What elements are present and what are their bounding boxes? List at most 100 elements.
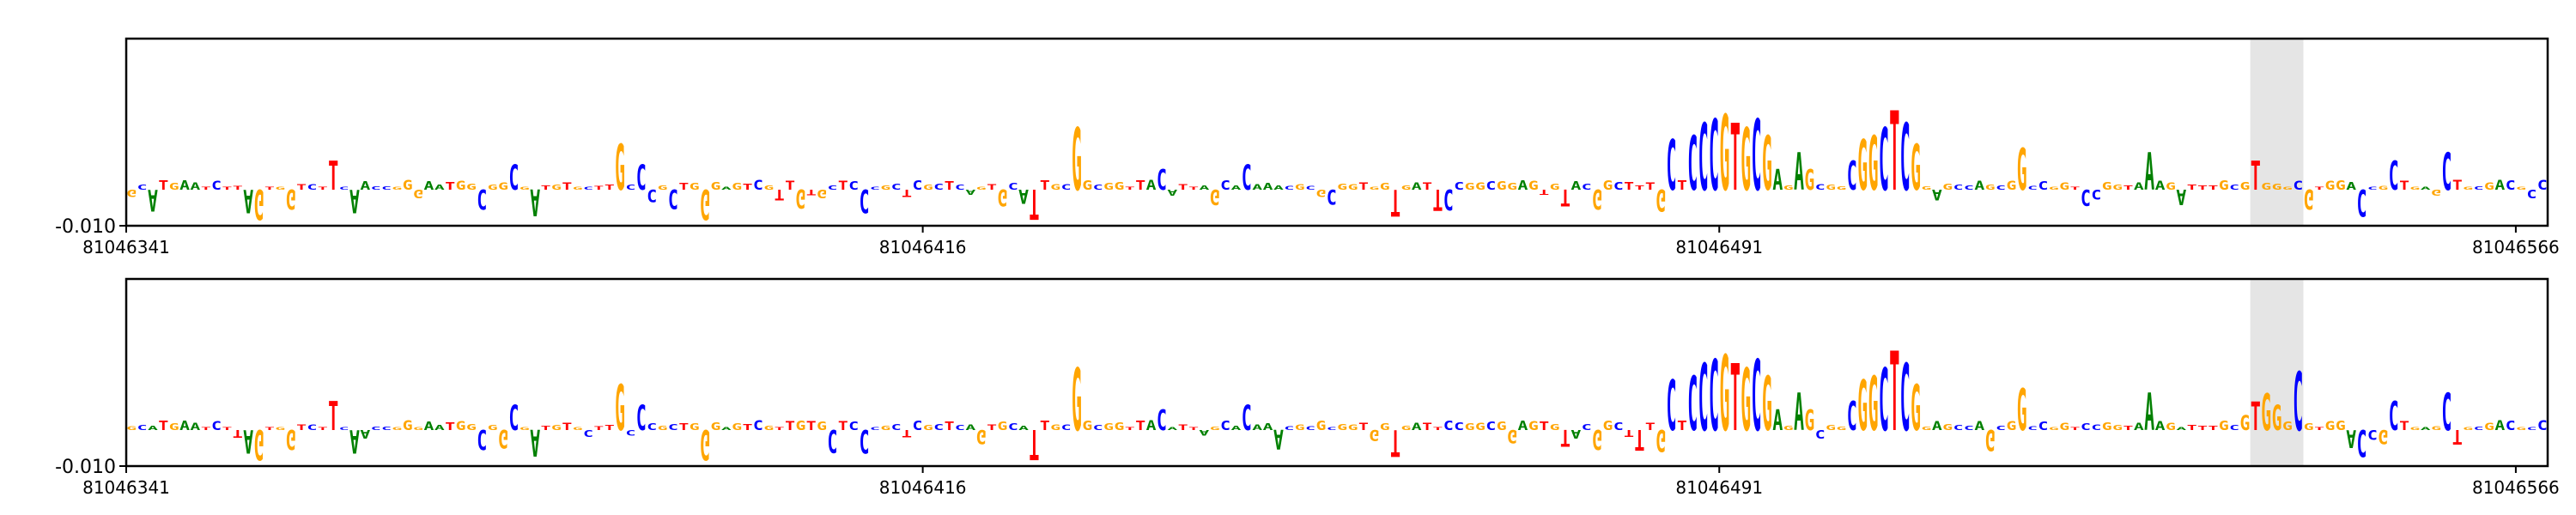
logo-letter: G	[2049, 187, 2059, 191]
logo-letter: C	[1900, 347, 1911, 453]
x-tick-label: 81046416	[879, 477, 967, 498]
logo-letter: G	[2261, 181, 2271, 191]
logo-letter: A	[2346, 180, 2356, 192]
logo-letter: G	[2516, 186, 2526, 191]
logo-letter: C	[2506, 179, 2516, 193]
logo-letter: G	[1475, 180, 1485, 192]
logo-letter: T	[678, 181, 689, 192]
logo-letter: C	[1061, 183, 1072, 191]
logo-letter: C	[753, 178, 763, 194]
logo-letter: C	[912, 419, 922, 433]
logo-letter: T	[2251, 396, 2261, 440]
x-tick-label: 81046566	[2472, 237, 2560, 258]
logo-letter: T	[562, 180, 572, 192]
logo-letter: T	[902, 427, 912, 439]
logo-letter: G	[498, 424, 508, 453]
logo-letter: G	[286, 423, 296, 455]
logo-letter: G	[403, 418, 413, 434]
logo-letter: G	[573, 187, 583, 191]
logo-letter: C	[1093, 183, 1103, 191]
logo-letter: A	[721, 427, 732, 431]
logo-letter: C	[1709, 100, 1719, 214]
logo-letter: T	[1125, 187, 1135, 191]
logo-letter: C	[381, 186, 392, 191]
logo-letter: T	[1188, 187, 1199, 191]
logo-letter: A	[1167, 187, 1178, 197]
logo-letter: T	[902, 187, 912, 198]
logo-letter: T	[2208, 185, 2218, 191]
logo-letter: T	[1135, 419, 1145, 433]
logo-letter: A	[1974, 420, 1985, 434]
logo-letter: C	[1220, 419, 1230, 433]
logo-letter: G	[710, 180, 720, 192]
logo-letter: C	[955, 184, 965, 191]
logo-letter: A	[243, 181, 253, 219]
logo-letter: G	[254, 179, 264, 227]
x-tick-label: 81046491	[1675, 237, 1763, 258]
logo-letter: A	[1517, 179, 1528, 193]
logo-letter: T	[1560, 424, 1571, 451]
logo-letter: T	[541, 184, 551, 191]
logo-letter: T	[2070, 427, 2081, 431]
logo-letter: C	[1157, 165, 1167, 197]
logo-letter: T	[1677, 179, 1687, 193]
logo-letter: G	[1783, 424, 1794, 432]
logo-letter: G	[2006, 420, 2016, 434]
logo-letter: G	[456, 420, 466, 433]
logo-letter: G	[1315, 187, 1326, 199]
logo-letter: C	[860, 421, 870, 459]
logo-letter: G	[2059, 421, 2069, 432]
logo-letter: G	[2272, 182, 2282, 191]
logo-letter: G	[763, 424, 774, 432]
logo-letter: C	[2474, 427, 2484, 432]
logo-letter: G	[413, 427, 423, 431]
logo-letter: T	[678, 421, 689, 433]
logo-letter: A	[1794, 383, 1804, 443]
logo-letter: C	[2367, 187, 2378, 191]
logo-letter: A	[1167, 427, 1177, 431]
logo-letter: G	[732, 421, 742, 433]
logo-letter: G	[1804, 405, 1814, 438]
logo-letter: T	[222, 187, 233, 191]
logo-letter: C	[1454, 421, 1464, 433]
logo-letter: C	[1752, 100, 1762, 214]
logo-letter: T	[2399, 420, 2409, 433]
logo-letter: T	[2197, 184, 2208, 191]
logo-letter: G	[1337, 422, 1347, 432]
logo-letter: G	[2409, 187, 2420, 191]
logo-letter: G	[551, 184, 562, 191]
logo-letter: G	[1550, 182, 1560, 191]
logo-letter: G	[1783, 184, 1794, 191]
logo-letter: G	[2378, 426, 2388, 447]
logo-letter: G	[456, 179, 466, 193]
logo-letter: T	[945, 179, 955, 192]
logo-letter: A	[179, 419, 190, 433]
logo-letter: T	[318, 186, 328, 191]
logo-letter: A	[1146, 178, 1157, 194]
logo-letter: G	[1656, 422, 1666, 457]
logo-letter: T	[2187, 183, 2197, 191]
logo-letter: C	[1157, 405, 1167, 438]
logo-letter: A	[1974, 179, 1985, 194]
logo-letter: G	[1497, 179, 1507, 192]
logo-letter: C	[1709, 341, 1719, 454]
logo-letter: G	[1826, 184, 1836, 191]
logo-letter: A	[1412, 421, 1422, 433]
logo-letter: G	[2409, 427, 2420, 432]
logo-letter: G	[1804, 165, 1814, 197]
logo-letter: C	[307, 183, 317, 191]
logo-letter: G	[1369, 186, 1379, 191]
logo-letter: G	[880, 425, 890, 432]
logo-letter: C	[2442, 142, 2452, 203]
logo-letter: G	[976, 425, 987, 448]
logo-letter: T	[785, 419, 795, 433]
logo-letter: T	[264, 186, 275, 191]
logo-letter: A	[2494, 418, 2505, 434]
logo-letter: G	[573, 427, 583, 431]
logo-letter: T	[775, 185, 785, 202]
logo-letter: G	[2261, 384, 2271, 442]
logo-letter: T	[1030, 420, 1040, 468]
logo-letter: G	[488, 424, 498, 432]
logo-letter: G	[2282, 419, 2293, 433]
